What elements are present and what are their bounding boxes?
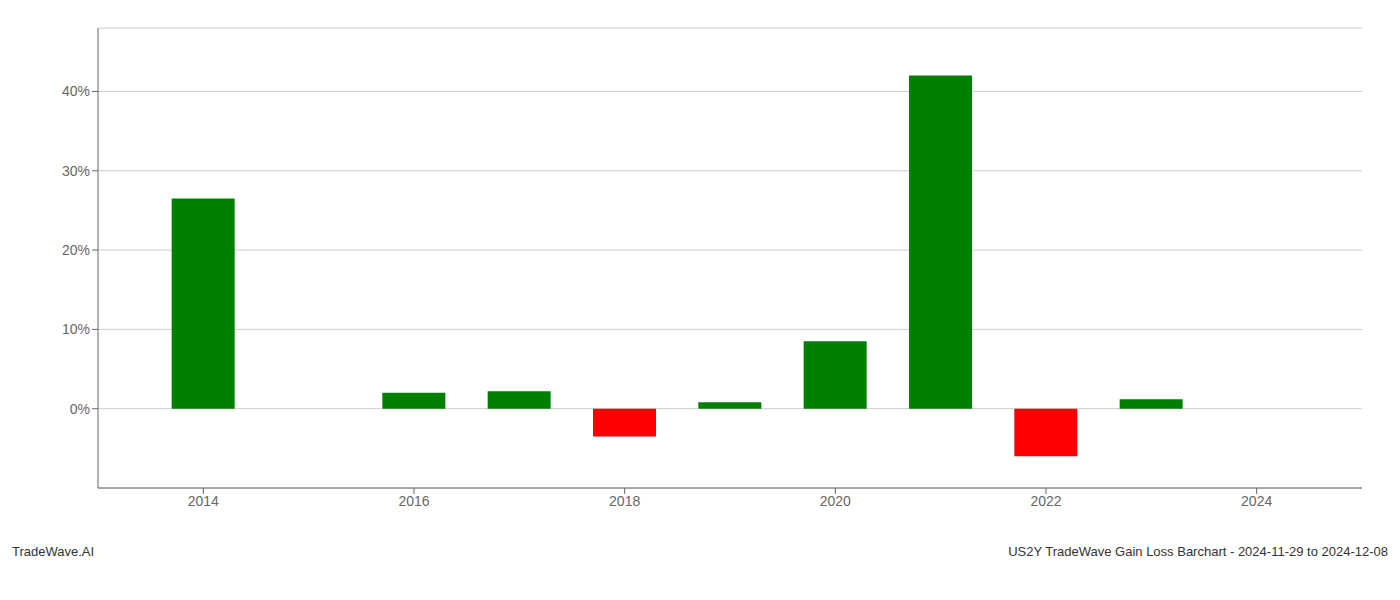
svg-text:2016: 2016 xyxy=(398,493,429,509)
html-text:TradeWave.AI: TradeWave.AI xyxy=(12,544,95,559)
svg-text:20%: 20% xyxy=(62,242,90,258)
svg-text:2024: 2024 xyxy=(1241,493,1272,509)
svg-text:0%: 0% xyxy=(70,401,90,417)
html-text:US2Y TradeWave Gain Loss Barch: US2Y TradeWave Gain Loss Barchart - 2024… xyxy=(1008,544,1388,559)
svg-text:2022: 2022 xyxy=(1030,493,1061,509)
svg-text:2018: 2018 xyxy=(609,493,640,509)
svg-text:10%: 10% xyxy=(62,321,90,337)
svg-text:30%: 30% xyxy=(62,163,90,179)
svg-text:2020: 2020 xyxy=(820,493,851,509)
svg-text:2014: 2014 xyxy=(188,493,219,509)
svg-text:40%: 40% xyxy=(62,83,90,99)
